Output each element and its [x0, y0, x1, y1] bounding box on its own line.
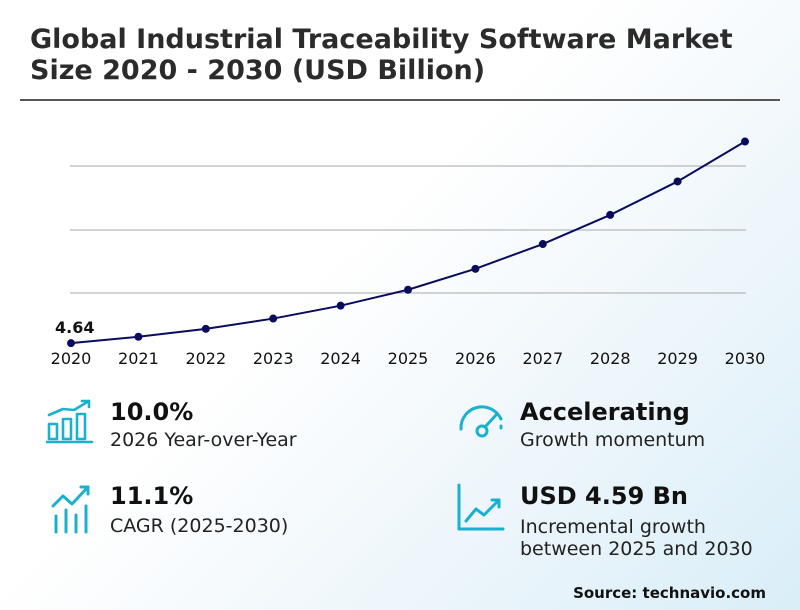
x-tick-label: 2026 — [455, 349, 496, 368]
chart-gridlines — [70, 165, 746, 294]
chart-series — [67, 137, 749, 348]
title-divider — [20, 99, 780, 101]
stat-description-line2: between 2025 and 2030 — [520, 538, 753, 560]
stat-description: Growth momentum — [520, 429, 706, 451]
data-label: 4.64 — [55, 318, 94, 337]
stat-momentum: Accelerating Growth momentum — [456, 398, 776, 458]
x-tick-label: 2023 — [253, 349, 294, 368]
stat-value: USD 4.59 Bn — [520, 482, 688, 510]
data-point — [404, 285, 412, 294]
data-point — [471, 264, 480, 273]
data-point — [538, 240, 547, 249]
stat-description: 2026 Year-over-Year — [110, 429, 297, 451]
data-point — [67, 339, 75, 348]
x-tick-label: 2021 — [118, 349, 159, 368]
stat-value: 10.0% — [110, 398, 194, 426]
stat-value: Accelerating — [520, 398, 690, 426]
series-line — [70, 140, 746, 345]
data-labels: 4.64 — [55, 318, 94, 337]
data-point — [336, 301, 345, 310]
speedometer-icon — [459, 405, 503, 438]
stat-cagr: 11.1% CAGR (2025-2030) — [50, 482, 370, 542]
x-tick-label: 2030 — [725, 349, 766, 368]
line-chart: 2020 2021 2022 2023 2024 2025 2026 2027 2028 2029… — [51, 137, 766, 368]
stat-incremental: USD 4.59 Bn Incremental growth between 2… — [456, 482, 786, 562]
data-point — [673, 177, 682, 186]
source-credit: Source: technavio.com — [573, 584, 766, 602]
stat-description: CAGR (2025-2030) — [110, 515, 289, 537]
x-tick-label: 2022 — [185, 349, 226, 368]
x-tick-label: 2020 — [51, 349, 92, 368]
x-tick-label: 2024 — [320, 349, 361, 368]
trend-bars-icon — [51, 485, 90, 534]
x-tick-label: 2027 — [522, 349, 563, 368]
x-tick-label: 2029 — [657, 349, 698, 368]
x-tick-label: 2025 — [388, 349, 429, 368]
data-point — [134, 332, 143, 341]
data-point — [269, 314, 278, 323]
stat-description: Incremental growth — [520, 516, 706, 538]
data-point — [201, 324, 210, 333]
x-axis-ticks: 2020 2021 2022 2023 2024 2025 2026 2027 2028 2029… — [51, 349, 766, 368]
x-tick-label: 2028 — [590, 349, 631, 368]
line-chart-up-icon — [457, 483, 505, 531]
stat-yoy: 10.0% 2026 Year-over-Year — [46, 398, 366, 458]
chart-title: Global Industrial Traceability Software … — [30, 24, 733, 86]
stat-value: 11.1% — [110, 482, 194, 510]
data-point — [741, 137, 749, 146]
bar-growth-icon — [46, 399, 94, 444]
data-point — [606, 210, 615, 219]
